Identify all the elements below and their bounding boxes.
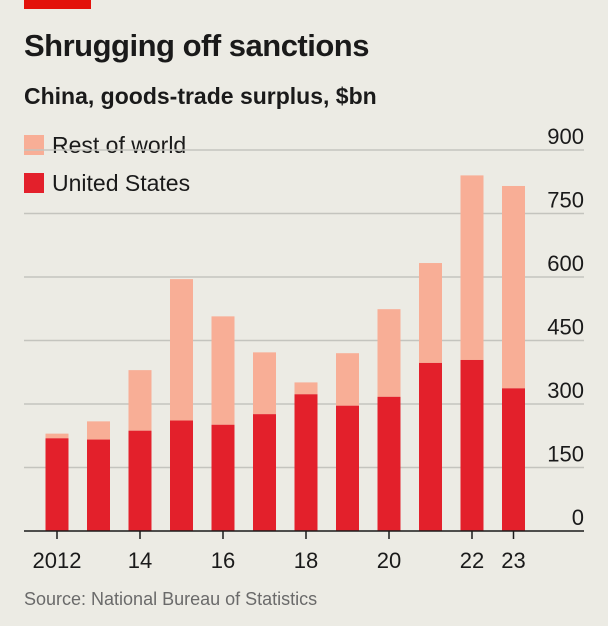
bar-rest-of-world bbox=[377, 309, 401, 397]
bar-rest-of-world bbox=[87, 421, 110, 440]
bar-rest-of-world bbox=[460, 175, 484, 360]
bar-united-states bbox=[45, 438, 69, 531]
x-tick-label: 22 bbox=[460, 548, 484, 573]
legend-swatch-united-states bbox=[24, 173, 44, 193]
bar-united-states bbox=[377, 396, 401, 531]
y-tick-label: 0 bbox=[572, 505, 584, 530]
chart-title: Shrugging off sanctions bbox=[24, 28, 370, 63]
bar-united-states bbox=[502, 388, 525, 531]
legend-item-united-states: United States bbox=[24, 164, 190, 202]
y-tick-label: 300 bbox=[547, 378, 584, 403]
y-tick-label: 450 bbox=[547, 315, 584, 340]
chart-subtitle: China, goods-trade surplus, $bn bbox=[24, 83, 377, 109]
bar-united-states bbox=[419, 362, 442, 531]
bar-rest-of-world bbox=[336, 353, 359, 406]
legend-label-rest-of-world: Rest of world bbox=[52, 131, 187, 158]
bar-rest-of-world bbox=[128, 370, 152, 431]
bar-united-states bbox=[87, 439, 110, 531]
bar-rest-of-world bbox=[170, 279, 193, 421]
bar-united-states bbox=[253, 414, 276, 531]
bar-united-states bbox=[128, 430, 152, 531]
legend-item-rest-of-world: Rest of world bbox=[24, 126, 190, 164]
bar-rest-of-world bbox=[502, 185, 525, 389]
bar-rest-of-world bbox=[211, 316, 235, 425]
y-tick-label: 750 bbox=[547, 188, 584, 213]
legend: Rest of world United States bbox=[24, 126, 190, 202]
bar-united-states bbox=[294, 394, 318, 531]
x-tick-label: 23 bbox=[501, 548, 525, 573]
x-tick-label: 14 bbox=[128, 548, 152, 573]
y-tick-label: 150 bbox=[547, 442, 584, 467]
bar-united-states bbox=[460, 359, 484, 531]
bar-rest-of-world bbox=[294, 382, 318, 395]
bar-united-states bbox=[336, 405, 359, 531]
accent-bar bbox=[24, 0, 91, 9]
x-tick-label: 16 bbox=[211, 548, 235, 573]
legend-label-united-states: United States bbox=[52, 169, 191, 196]
x-tick-label: 20 bbox=[377, 548, 401, 573]
bar-rest-of-world bbox=[253, 352, 276, 415]
x-tick-label: 18 bbox=[294, 548, 318, 573]
bar-united-states bbox=[170, 420, 193, 531]
y-tick-label: 600 bbox=[547, 251, 584, 276]
bar-rest-of-world bbox=[419, 263, 442, 363]
x-tick-label: 2012 bbox=[33, 548, 82, 573]
bar-rest-of-world bbox=[45, 433, 69, 439]
bar-united-states bbox=[211, 424, 235, 531]
y-tick-label: 900 bbox=[547, 124, 584, 149]
source-note: Source: National Bureau of Statistics bbox=[24, 589, 318, 609]
